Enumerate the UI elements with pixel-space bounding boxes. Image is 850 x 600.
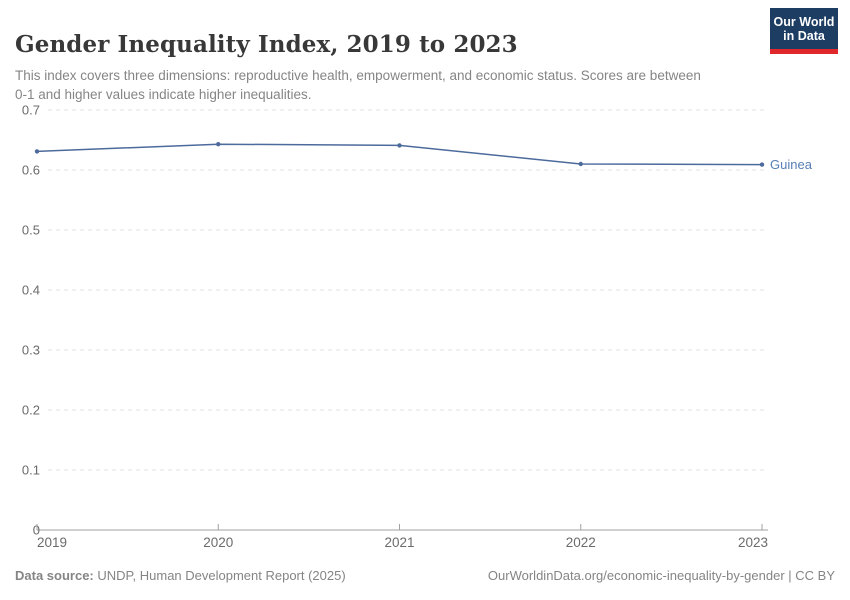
line-chart-svg: 0 0.1 0.2 0.3 0.4 0.5 0.6 0.7 2019 2020 2021 2022 20…: [22, 103, 813, 551]
data-point: [759, 162, 765, 167]
data-point: [34, 149, 40, 154]
y-tick-label: 0.7: [22, 103, 40, 118]
series-label[interactable]: Guinea: [770, 157, 813, 172]
x-tick-label: 2022: [566, 535, 596, 550]
owid-logo-line2: in Data: [783, 29, 825, 44]
y-tick-label: 0.2: [22, 403, 40, 418]
y-tick-label: 0.4: [22, 283, 40, 298]
y-tick-label: 0: [33, 523, 40, 538]
y-tick-label: 0.5: [22, 223, 40, 238]
data-point: [216, 142, 221, 147]
y-tick-label: 0.3: [22, 343, 40, 358]
data-source-label: Data source:: [15, 568, 94, 583]
data-source-note: Data source: UNDP, Human Development Rep…: [15, 568, 346, 583]
x-tick-label: 2019: [37, 535, 67, 550]
owid-logo[interactable]: Our World in Data: [770, 8, 838, 54]
data-source-value: UNDP, Human Development Report (2025): [93, 568, 346, 583]
y-tick-label: 0.6: [22, 163, 40, 178]
x-tick-label: 2020: [203, 535, 233, 550]
page-title: Gender Inequality Index, 2019 to 2023: [15, 31, 518, 59]
x-tick-label: 2021: [384, 535, 414, 550]
y-tick-label: 0.1: [22, 463, 40, 478]
x-tick-label: 2023: [738, 535, 768, 550]
chart-footer: Data source: UNDP, Human Development Rep…: [15, 568, 835, 583]
owid-logo-line1: Our World: [773, 15, 835, 29]
chart-subtitle: This index covers three dimensions: repr…: [15, 67, 701, 102]
data-point: [397, 143, 402, 148]
license-note[interactable]: OurWorldinData.org/economic-inequality-b…: [487, 568, 835, 583]
data-point: [578, 161, 583, 167]
plot-area[interactable]: 0 0.1 0.2 0.3 0.4 0.5 0.6 0.7 2019 2020 2021 2022 20…: [0, 95, 850, 570]
